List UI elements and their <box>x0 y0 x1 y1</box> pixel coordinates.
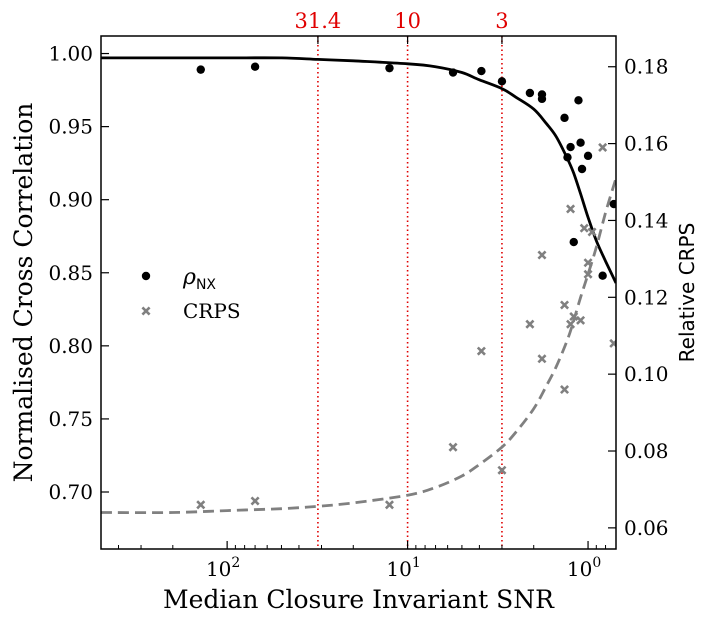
legend-marker-dot <box>141 271 151 281</box>
left-y-tick-label-1: 0.75 <box>48 407 93 431</box>
crps-point-14 <box>576 315 586 325</box>
legend-label-crps: CRPS <box>183 299 241 323</box>
crps-point-11 <box>566 204 576 214</box>
crps-point-20 <box>609 338 616 348</box>
legend: ρNX CRPS <box>141 265 241 323</box>
vline-label-0: 31.4 <box>295 9 342 33</box>
right-y-tick-label-3: 0.12 <box>624 285 669 309</box>
ncc-point-3 <box>448 68 458 77</box>
vline-label-2: 3 <box>495 9 508 33</box>
ncc-point-17 <box>598 271 607 280</box>
ncc-fit-line <box>101 56 616 284</box>
ncc-point-1 <box>250 62 260 71</box>
left-y-tick-label-4: 0.90 <box>48 188 93 212</box>
crps-fit-line <box>101 177 616 515</box>
left-y-tick-label-5: 0.95 <box>48 115 93 139</box>
crps-point-13 <box>569 311 579 322</box>
x-tick-label-base-2: 10 <box>567 557 592 581</box>
right-y-tick-label-1: 0.08 <box>624 439 669 463</box>
left-y-tick-label-2: 0.80 <box>48 334 93 358</box>
ncc-point-2 <box>385 63 394 73</box>
legend-label-rho-main: ρ <box>182 265 196 290</box>
x-tick-label-exp-1: 1 <box>412 555 421 571</box>
crps-point-18 <box>587 227 597 237</box>
right-y-tick-label-4: 0.14 <box>624 208 669 232</box>
crps-point-19 <box>598 142 608 152</box>
left-y-tick-label-6: 1.00 <box>48 42 93 66</box>
crps-point-2 <box>384 500 394 510</box>
left-y-tick-label-0: 0.70 <box>48 480 93 504</box>
plot-frame <box>100 35 617 550</box>
crps-point-17 <box>583 258 593 268</box>
crps-point-12 <box>566 319 576 329</box>
x-tick-label-1: 101 <box>386 555 420 581</box>
crps-point-15 <box>579 223 589 233</box>
legend-x-glyph <box>141 306 151 316</box>
x-tick-label-0: 102 <box>206 555 240 581</box>
ncc-point-6 <box>525 88 535 98</box>
crps-point-8 <box>537 354 547 364</box>
vline-label-1: 10 <box>394 9 421 33</box>
x-tick-label-base-0: 10 <box>206 557 231 581</box>
ncc-point-16 <box>583 151 593 161</box>
x-tick-label-exp-0: 2 <box>231 555 240 571</box>
right-y-tick-label-0: 0.06 <box>624 516 669 540</box>
ncc-point-9 <box>560 113 569 123</box>
fit-lines <box>101 56 616 515</box>
ncc-point-5 <box>497 77 507 86</box>
ncc-point-8 <box>537 94 547 104</box>
ncc-point-10 <box>563 153 572 162</box>
x-tick-label-exp-2: 0 <box>592 555 601 571</box>
x-tick-label-base-1: 10 <box>386 557 411 581</box>
x-tick-label-2: 100 <box>567 555 601 581</box>
crps-point-0 <box>196 500 206 510</box>
crps-point-3 <box>448 442 458 452</box>
ncc-point-4 <box>477 66 486 76</box>
x-axis-label: Median Closure Invariant SNR <box>163 585 555 614</box>
crps-point-7 <box>537 250 547 260</box>
right-y-axis-label: Relative CRPS <box>675 223 699 363</box>
ncc-point-14 <box>576 138 585 147</box>
ncc-point-15 <box>577 164 587 174</box>
crps-point-4 <box>476 346 486 356</box>
crps-point-16 <box>583 269 593 279</box>
legend-label-rho-sub: NX <box>196 277 216 293</box>
ncc-point-12 <box>569 237 578 247</box>
crps-point-6 <box>525 319 535 329</box>
plot-area <box>317 36 503 549</box>
legend-marker-x <box>141 306 151 316</box>
ncc-point-0 <box>196 65 205 74</box>
left-y-tick-label-3: 0.85 <box>48 261 93 285</box>
legend-label-rho: ρNX <box>182 265 216 293</box>
data-points <box>196 62 616 510</box>
ncc-point-18 <box>609 199 616 209</box>
crps-point-9 <box>560 300 570 310</box>
crps-point-10 <box>560 385 570 395</box>
crps-point-5 <box>497 465 507 475</box>
right-y-tick-label-2: 0.10 <box>624 362 669 386</box>
left-y-axis-label: Normalised Cross Correlation <box>9 103 38 483</box>
right-y-tick-label-6: 0.18 <box>624 55 669 79</box>
ncc-point-11 <box>566 142 575 152</box>
crps-point-1 <box>250 496 260 506</box>
right-y-tick-label-5: 0.16 <box>624 132 669 156</box>
ncc-point-13 <box>574 96 583 105</box>
